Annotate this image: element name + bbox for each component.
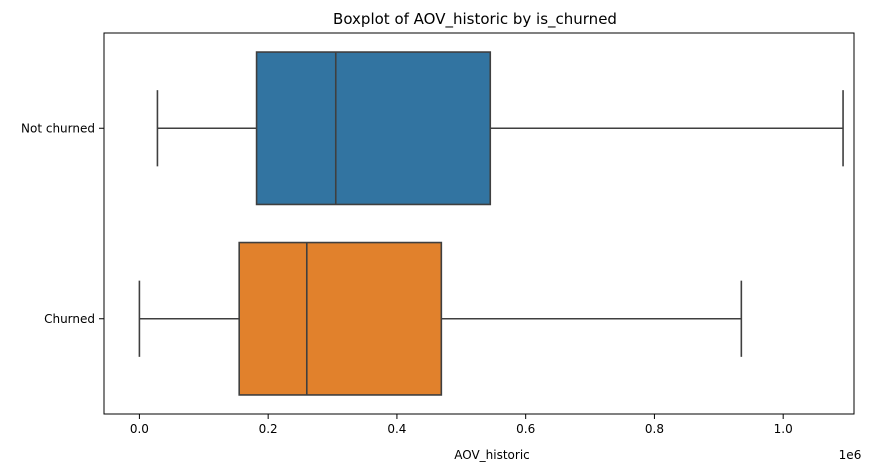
x-tick-label: 1.0 (774, 422, 793, 436)
x-tick-label: 0.0 (130, 422, 149, 436)
x-axis-label: AOV_historic (454, 448, 530, 462)
box-not-churned (156, 51, 844, 206)
x-offset-label: 1e6 (839, 448, 862, 462)
plot-area (103, 32, 855, 415)
chart-title: Boxplot of AOV_historic by is_churned (333, 10, 617, 29)
box-churned (138, 241, 743, 396)
x-tick-label: 0.8 (645, 422, 664, 436)
y-axis: Not churned Churned (21, 121, 104, 326)
y-tick-label: Not churned (21, 121, 95, 135)
x-tick-label: 0.6 (516, 422, 535, 436)
x-tick-label: 0.2 (259, 422, 278, 436)
boxes-layer (138, 51, 844, 396)
iqr-box (255, 51, 492, 206)
x-axis: 0.0 0.2 0.4 0.6 0.8 1.0 (130, 414, 793, 436)
x-tick-label: 0.4 (387, 422, 406, 436)
y-tick-label: Churned (44, 312, 95, 326)
iqr-box (238, 241, 443, 396)
